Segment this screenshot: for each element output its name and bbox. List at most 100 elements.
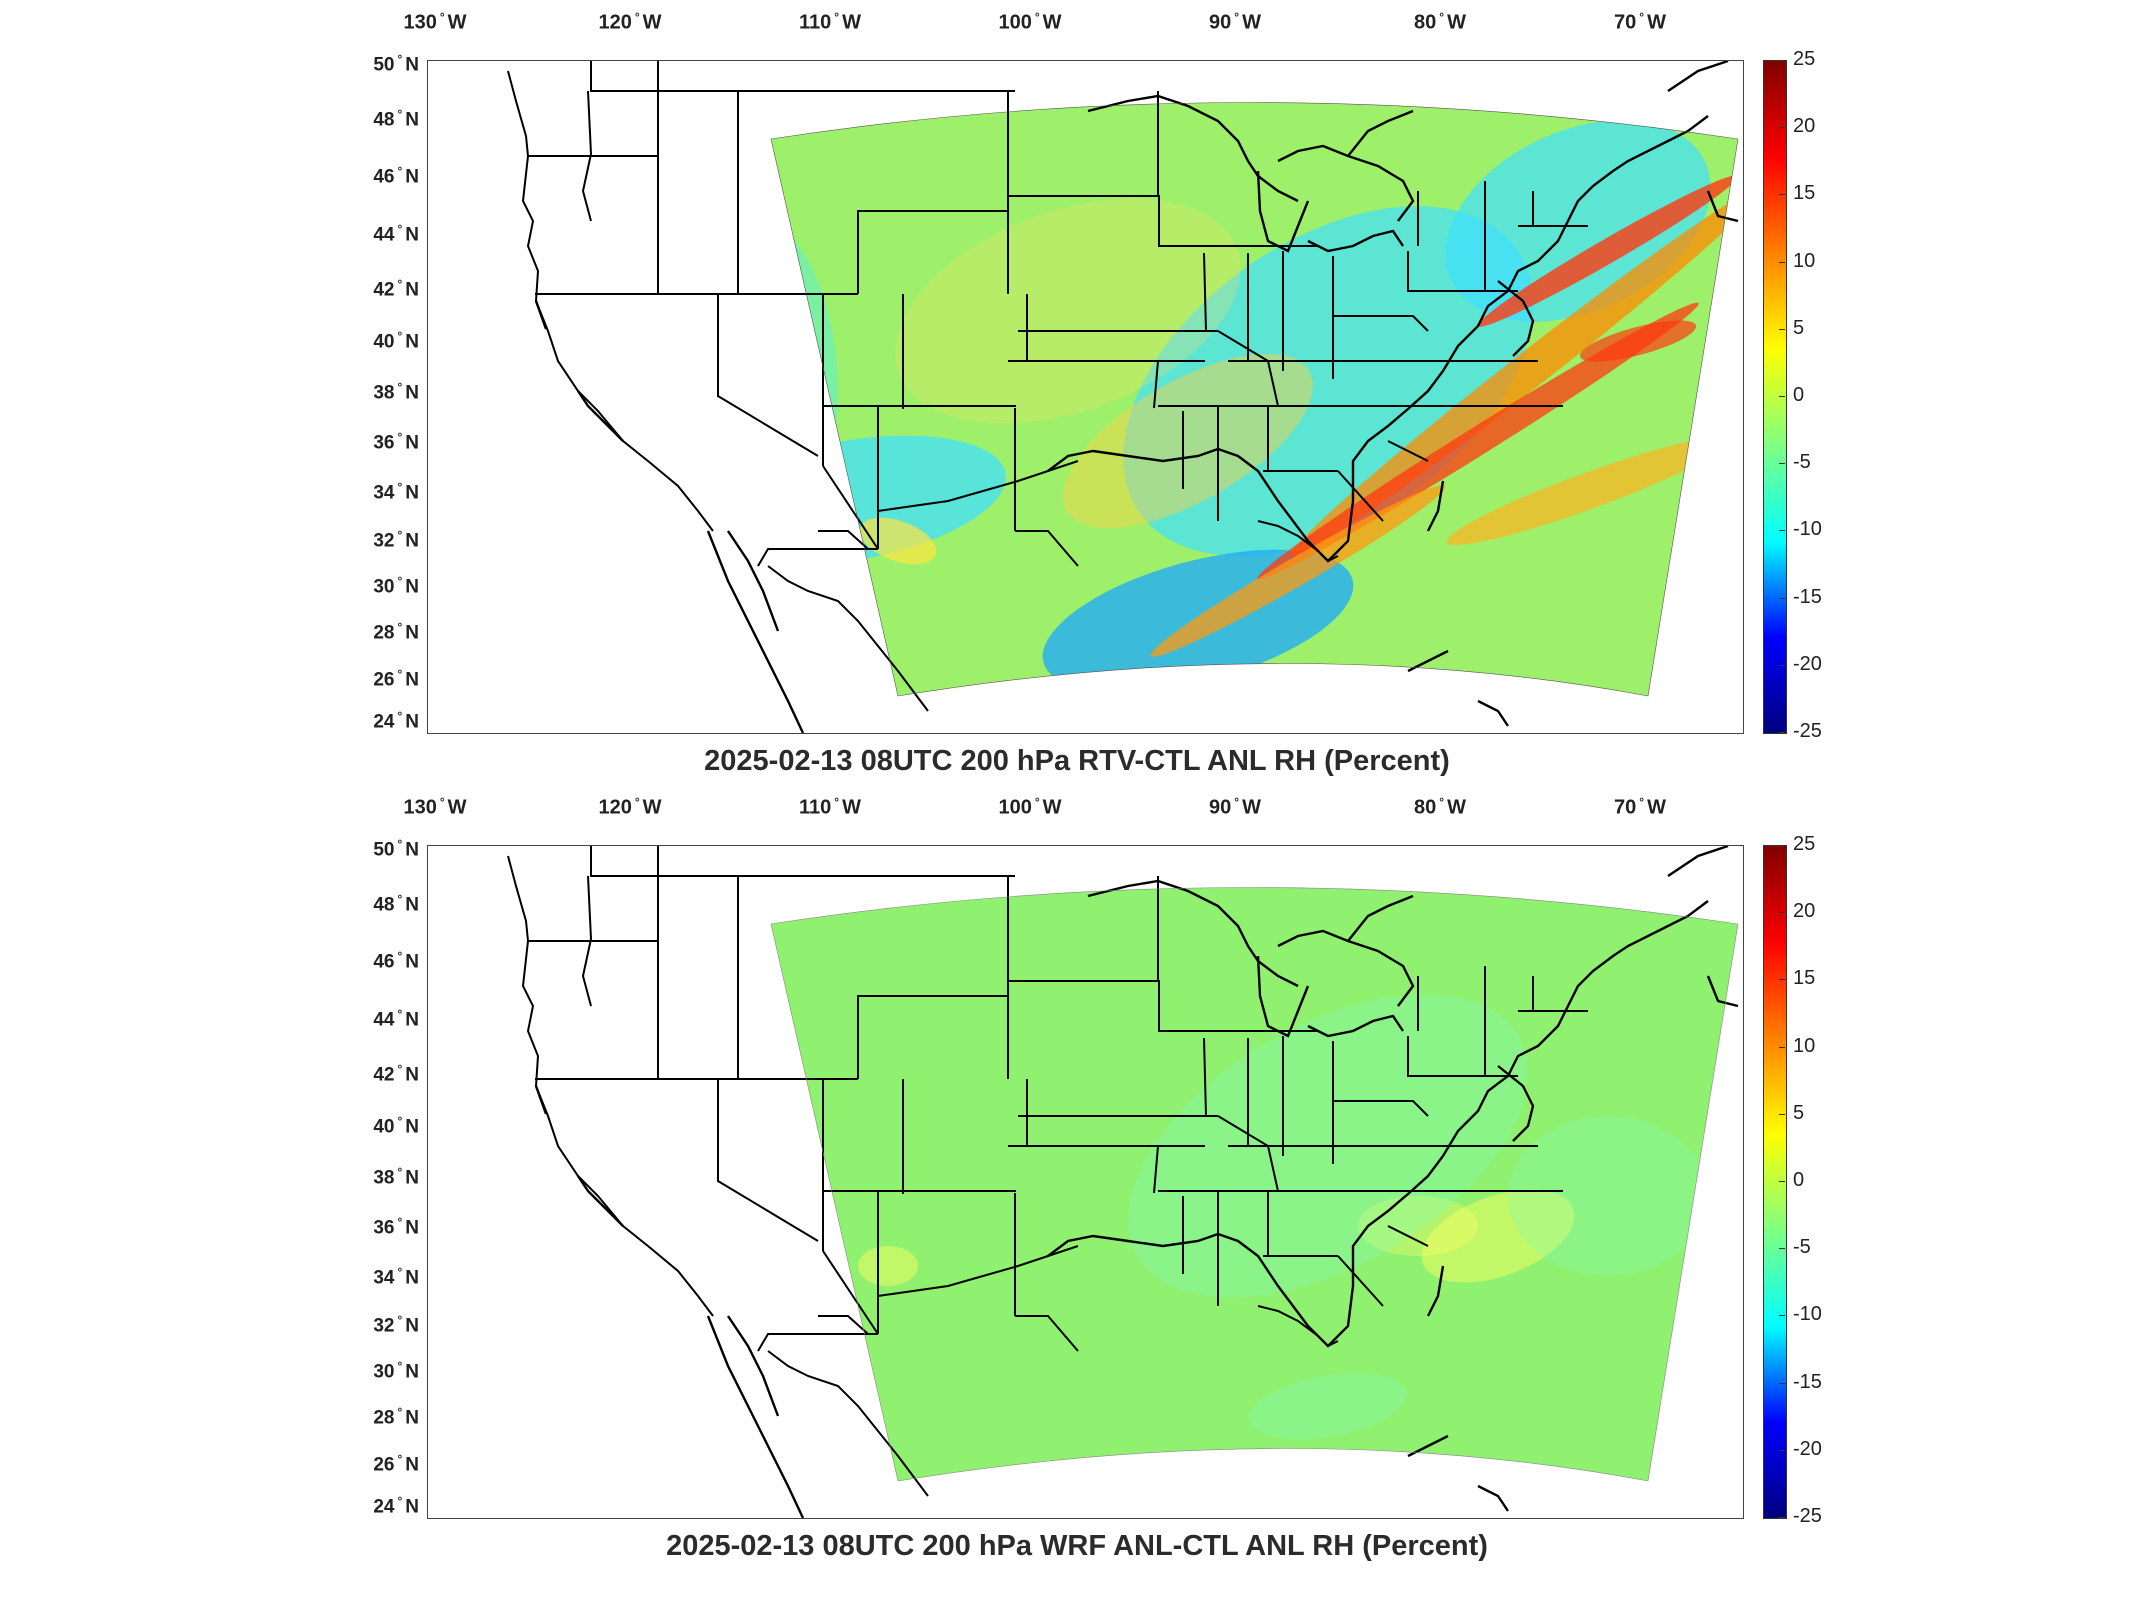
model-domain-outline (770, 102, 1739, 697)
field-anomaly (1421, 1189, 1575, 1283)
latitude-label: 28 ° N (373, 620, 419, 644)
latitude-label: 28 ° N (373, 1405, 419, 1429)
colorbar-tick-mark (1779, 845, 1785, 846)
longitude-label: 70 ° W (1614, 795, 1666, 819)
latitude-label: 44 ° N (373, 1007, 419, 1031)
colorbar-tick-mark (1779, 732, 1785, 733)
colorbar-tick-mark (1779, 396, 1785, 397)
state-borders (507, 846, 1588, 1497)
bottom-panel: 130 ° W 120 ° W 110 ° W 100 ° W 90 ° W 80 ° W 70 ° W 50 ° N 48 °… (0, 790, 2133, 1600)
latitude-label: 46 ° N (373, 164, 419, 188)
colorbar-tick-mark (1779, 1315, 1785, 1317)
field-anomaly (1291, 185, 1738, 557)
colorbar-tick-mark (1779, 127, 1785, 129)
bottom-panel-title: 2025-02-13 08UTC 200 hPa WRF ANL-CTL ANL… (666, 1530, 1488, 1562)
colorbar-tick-mark (1779, 60, 1785, 61)
model-domain-outline (770, 887, 1739, 1482)
colorbar-tick-mark (1779, 912, 1785, 914)
latitude-label: 36 ° N (373, 430, 419, 454)
field-anomaly (895, 198, 1241, 424)
colorbar-tick-mark (1779, 530, 1785, 532)
colorbar-tick-mark (1779, 1382, 1785, 1384)
colorbar-tick-mark (1779, 1449, 1785, 1451)
longitude-label: 100 ° W (998, 795, 1062, 819)
colorbar-tick-mark (1779, 597, 1785, 599)
colorbar-tick-label: 5 (1793, 316, 1805, 339)
top-map (427, 60, 1744, 734)
longitude-label: 80 ° W (1414, 10, 1466, 34)
colorbar-tick-label: 25 (1793, 48, 1816, 70)
colorbar-tick-label: 20 (1793, 900, 1816, 923)
latitude-label: 26 ° N (373, 667, 419, 691)
colorbar-tick-label: 0 (1793, 1169, 1805, 1191)
longitude-label: 100 ° W (998, 10, 1062, 34)
latitude-label: 24 ° N (373, 1494, 419, 1518)
latitude-label: 32 ° N (373, 528, 419, 552)
longitude-label: 90 ° W (1209, 795, 1261, 819)
longitude-label: 80 ° W (1414, 795, 1466, 819)
latitude-label: 24 ° N (373, 709, 419, 733)
latitude-label: 36 ° N (373, 1215, 419, 1239)
latitude-label: 50 ° N (373, 52, 419, 76)
field-anomaly (771, 211, 778, 331)
colorbar-tick-label: -15 (1793, 1370, 1822, 1393)
top-map-canvas (507, 61, 1739, 733)
colorbar-tick-mark (1779, 664, 1785, 666)
colorbar-tick-mark (1779, 979, 1785, 981)
field-anomaly (1477, 175, 1738, 327)
colorbar-tick-label: -20 (1793, 652, 1822, 675)
top-panel: 130 ° W 120 ° W 110 ° W 100 ° W 90 ° W 80 ° W 70 ° W 50 ° N 48 °… (0, 0, 2133, 790)
coastlines (534, 61, 1739, 733)
colorbar-tick-label: -25 (1793, 1505, 1822, 1527)
latitude-label: 38 ° N (373, 1165, 419, 1189)
latitude-label: 48 ° N (373, 107, 419, 131)
colorbar-tick-mark (1779, 1517, 1785, 1518)
colorbar-tick-label: -5 (1793, 1236, 1811, 1259)
rh-difference-field (771, 887, 1738, 1481)
latitude-label: 38 ° N (373, 380, 419, 404)
colorbar-tick-label: 15 (1793, 182, 1816, 205)
bottom-colorbar (1763, 845, 1787, 1519)
colorbar-tick-label: -20 (1793, 1437, 1822, 1460)
colorbar-tick-label: 15 (1793, 967, 1816, 990)
field-anomaly (1150, 485, 1446, 657)
field-anomaly (1508, 1116, 1708, 1276)
longitude-label: 130 ° W (403, 795, 467, 819)
latitude-label: 42 ° N (373, 1062, 419, 1086)
top-colorbar (1763, 60, 1787, 734)
coastlines (534, 846, 1739, 1518)
field-anomaly (1063, 353, 1313, 529)
latitude-label: 50 ° N (373, 837, 419, 861)
longitude-label: 130 ° W (403, 10, 467, 34)
colorbar-tick-mark (1779, 194, 1785, 196)
rh-difference-field (771, 102, 1738, 696)
bottom-map (427, 845, 1744, 1519)
field-anomaly (1257, 302, 1699, 580)
latitude-label: 46 ° N (373, 949, 419, 973)
colorbar-tick-label: 5 (1793, 1101, 1805, 1124)
latitude-label: 34 ° N (373, 480, 419, 504)
bottom-map-canvas (507, 846, 1739, 1518)
latitude-label: 32 ° N (373, 1313, 419, 1337)
latitude-label: 30 ° N (373, 1359, 419, 1383)
latitude-label: 44 ° N (373, 222, 419, 246)
colorbar-tick-mark (1779, 1181, 1785, 1182)
colorbar-tick-mark (1779, 1248, 1785, 1250)
latitude-label: 40 ° N (373, 329, 419, 353)
longitude-label: 120 ° W (598, 10, 662, 34)
colorbar-tick-mark (1779, 1046, 1785, 1048)
field-anomaly (858, 1246, 918, 1286)
field-anomaly (1579, 320, 1697, 362)
colorbar-tick-label: 25 (1793, 833, 1816, 855)
latitude-label: 34 ° N (373, 1265, 419, 1289)
longitude-label: 90 ° W (1209, 10, 1261, 34)
colorbar-tick-label: -10 (1793, 518, 1822, 541)
field-anomaly (1249, 1373, 1407, 1439)
longitude-label: 110 ° W (799, 10, 861, 34)
latitude-label: 42 ° N (373, 277, 419, 301)
latitude-label: 30 ° N (373, 574, 419, 598)
colorbar-tick-label: -25 (1793, 720, 1822, 742)
latitude-label: 40 ° N (373, 1114, 419, 1138)
latitude-label: 48 ° N (373, 892, 419, 916)
colorbar-tick-mark (1779, 463, 1785, 465)
